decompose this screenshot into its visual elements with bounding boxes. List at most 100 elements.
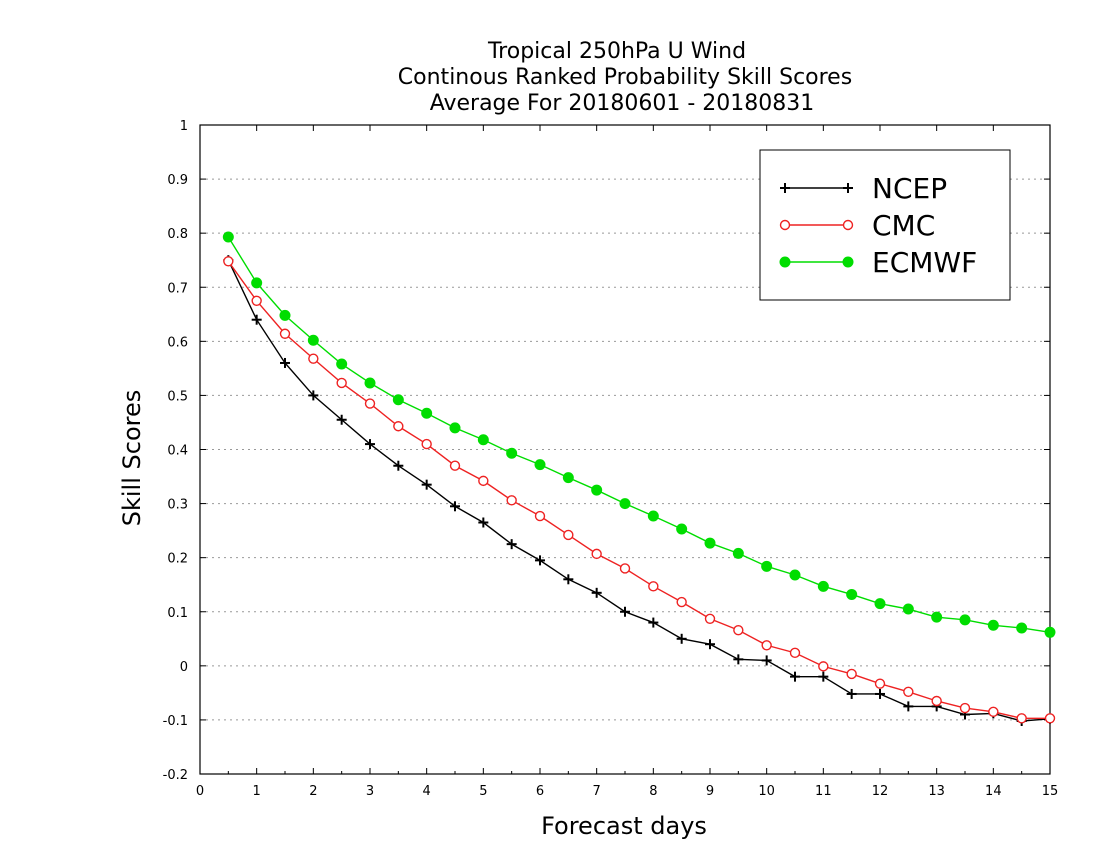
legend-marker: [842, 256, 854, 268]
ncep-point: [846, 688, 857, 699]
ecmwf-point: [902, 603, 914, 615]
y-tick-label: 0.6: [167, 335, 188, 350]
ecmwf-point: [279, 309, 291, 321]
x-tick-label: 12: [872, 784, 889, 799]
cmc-point: [308, 353, 319, 364]
y-tick-label: 0.8: [167, 227, 188, 242]
ncep-line: [227, 259, 1051, 722]
legend-label-ncep: NCEP: [872, 172, 947, 205]
x-tick-label: 14: [985, 784, 1002, 799]
ecmwf-point: [392, 394, 404, 406]
ncep-point: [308, 390, 319, 401]
ecmwf-point: [1016, 622, 1028, 634]
cmc-point: [761, 640, 772, 651]
x-tick-label: 4: [423, 784, 431, 799]
x-tick-label: 9: [706, 784, 714, 799]
legend-marker: [843, 183, 853, 193]
cmc-point: [988, 706, 999, 718]
ecmwf-point: [562, 472, 574, 484]
ncep-point: [506, 539, 517, 550]
ecmwf-point: [222, 231, 234, 243]
ncep-point: [705, 639, 715, 650]
cmc-point: [818, 661, 829, 672]
ncep-point: [280, 357, 290, 368]
ncep-point: [620, 606, 630, 617]
cmc-point: [478, 475, 489, 487]
y-tick-label: 0.9: [167, 173, 188, 188]
y-tick-label: 0.1: [167, 606, 188, 621]
x-tick-label: 2: [309, 784, 317, 799]
ecmwf-point: [534, 459, 546, 471]
x-tick-label: 7: [593, 784, 601, 799]
x-tick-label: 6: [536, 784, 544, 799]
y-tick-label: 0.3: [167, 498, 188, 513]
ncep-point: [733, 654, 744, 665]
ecmwf-point: [987, 619, 999, 631]
cmc-point: [251, 295, 262, 306]
cmc-point: [931, 695, 942, 707]
series-ncep: [223, 255, 1055, 726]
cmc-point: [733, 624, 744, 636]
x-tick-label: 15: [1042, 784, 1059, 799]
x-axis-label: Forecast days: [541, 812, 707, 840]
ecmwf-point: [931, 611, 943, 623]
cmc-point: [393, 421, 404, 432]
legend-marker: [780, 183, 790, 193]
legend: NCEP CMC ECMWF: [759, 149, 1011, 301]
x-tick-label: 1: [253, 784, 261, 799]
y-tick-label: 0.4: [167, 444, 188, 459]
y-tick-label: 0.7: [167, 281, 188, 296]
cmc-point: [846, 668, 857, 680]
y-tick-label: 0.5: [167, 389, 188, 404]
ecmwf-point: [421, 407, 433, 419]
ncep-point: [648, 617, 659, 628]
series-ecmwf: [222, 231, 1056, 638]
legend-label-ecmwf: ECMWF: [872, 246, 977, 279]
ecmwf-point: [307, 334, 319, 346]
cmc-point: [591, 548, 602, 560]
y-axis-label: Skill Scores: [118, 390, 146, 527]
ncep-point: [421, 479, 432, 490]
ecmwf-point: [364, 377, 376, 389]
x-tick-label: 5: [479, 784, 487, 799]
cmc-point: [223, 256, 234, 267]
ecmwf-point: [591, 484, 603, 496]
ecmwf-point: [817, 580, 829, 592]
y-tick-label: -0.2: [163, 768, 188, 783]
cmc-point: [874, 678, 886, 689]
ncep-point: [478, 517, 489, 528]
x-tick-label: 11: [815, 784, 832, 799]
ncep-point: [450, 501, 460, 512]
legend-item-ecmwf: ECMWF: [779, 246, 977, 279]
ncep-point: [790, 671, 800, 682]
ncep-point: [336, 414, 347, 425]
ecmwf-point: [959, 614, 971, 626]
ecmwf-point: [449, 422, 461, 434]
ncep-point: [251, 314, 262, 325]
cmc-point: [534, 510, 546, 522]
ecmwf-point: [704, 537, 716, 549]
ncep-point: [676, 633, 687, 644]
legend-label-cmc: CMC: [872, 209, 935, 242]
title-line-2: Continous Ranked Probability Skill Score…: [398, 65, 852, 90]
ncep-point: [875, 688, 885, 699]
legend-item-cmc: CMC: [779, 209, 935, 242]
ncep-point: [393, 460, 404, 471]
ncep-point: [563, 574, 574, 585]
cmc-point: [1016, 713, 1027, 724]
cmc-point: [364, 398, 376, 409]
cmc-point: [619, 563, 631, 574]
ecmwf-point: [1044, 626, 1056, 638]
ecmwf-point: [336, 358, 348, 370]
legend-marker: [779, 256, 791, 268]
cmc-point: [789, 647, 801, 659]
y-tick-label: 1: [180, 119, 188, 134]
ncep-point: [591, 587, 602, 598]
ecmwf-point: [506, 447, 518, 459]
x-tick-label: 13: [928, 784, 945, 799]
cmc-line: [227, 260, 1050, 719]
x-tick-label: 0: [196, 784, 204, 799]
legend-item-ncep: NCEP: [780, 172, 947, 205]
title-line-3: Average For 20180601 - 20180831: [430, 91, 815, 116]
